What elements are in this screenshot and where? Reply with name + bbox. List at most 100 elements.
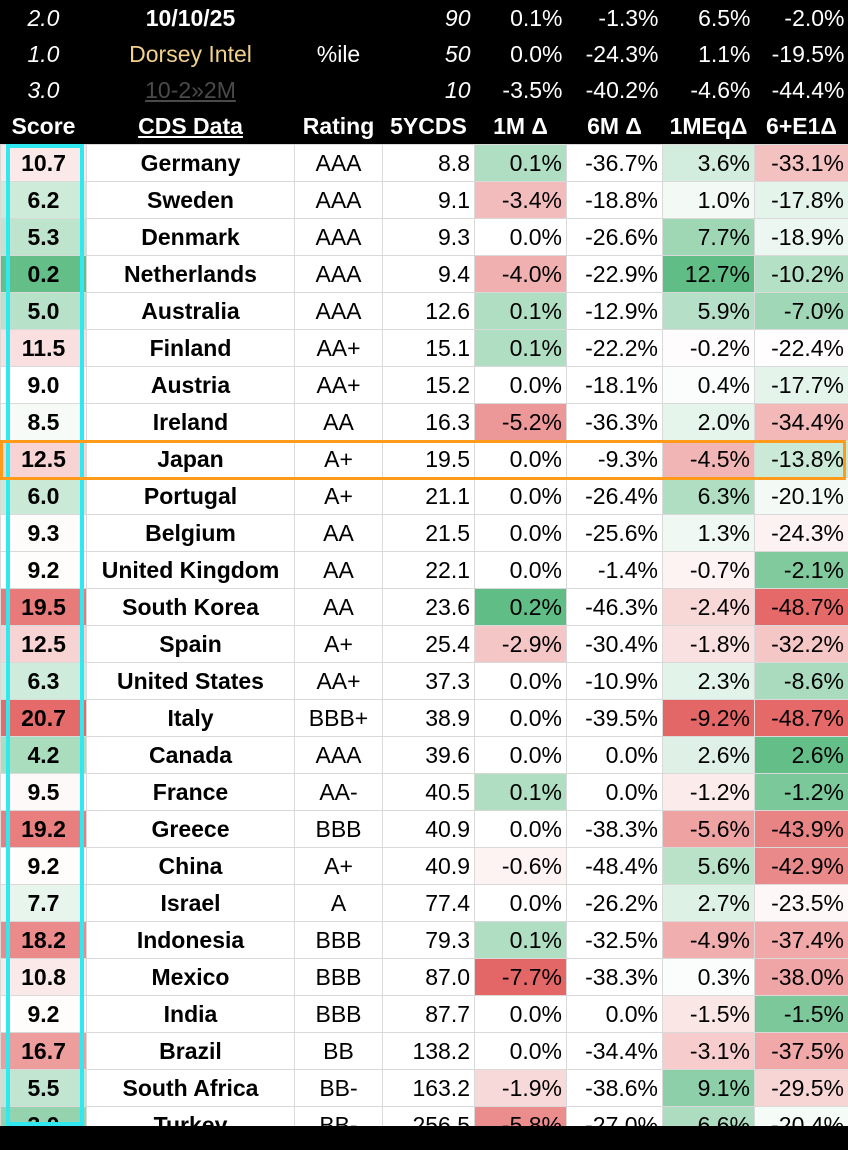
country-cell: United States — [86, 662, 295, 700]
combined-cell: -37.5% — [754, 1032, 848, 1070]
percentile-value: 50 — [382, 36, 475, 72]
column-header: Score CDS Data Rating 5YCDS 1M Δ 6M Δ 1MEqΔ 6+E… — [0, 108, 848, 145]
change-6m-cell: 0.0% — [566, 773, 663, 811]
country-cell: China — [86, 847, 295, 885]
cds-cell: 15.1 — [382, 329, 475, 367]
combined-cell: -37.4% — [754, 921, 848, 959]
score-cell: 0.2 — [0, 255, 87, 293]
change-6m-cell: 0.0% — [566, 995, 663, 1033]
cds-cell: 38.9 — [382, 699, 475, 737]
source-link: 10-2»2M — [86, 72, 295, 108]
combined-cell: -33.1% — [754, 144, 848, 182]
cds-cell: 40.5 — [382, 773, 475, 811]
change-1m-cell: 0.0% — [474, 884, 567, 922]
equity-1m-cell: 2.3% — [662, 662, 755, 700]
change-1m-cell: 0.0% — [474, 699, 567, 737]
score-cell: 6.2 — [0, 181, 87, 219]
equity-1m-cell: -3.1% — [662, 1032, 755, 1070]
table-row: 16.7 Brazil BB 138.2 0.0% -34.4% -3.1% -37.5% — [0, 1032, 848, 1070]
summary-header: 2.0 10/10/25 90 0.1% -1.3% 6.5% -2.0% 1.0 Dorsey… — [0, 0, 848, 108]
country-cell: United Kingdom — [86, 551, 295, 589]
combined-cell: -32.2% — [754, 625, 848, 663]
cds-cell: 40.9 — [382, 847, 475, 885]
score-cell: 9.2 — [0, 551, 87, 589]
table-row: 9.3 Belgium AA 21.5 0.0% -25.6% 1.3% -24.3% — [0, 514, 848, 552]
column-1meq: 1MEqΔ — [662, 108, 755, 145]
cds-cell: 163.2 — [382, 1069, 475, 1107]
summary-row: 3.0 10-2»2M 10 -3.5% -40.2% -4.6% -44.4% — [0, 72, 848, 108]
summary-6e1: -2.0% — [754, 0, 848, 36]
table-row: 12.5 Spain A+ 25.4 -2.9% -30.4% -1.8% -32.2% — [0, 625, 848, 663]
rating-cell: A — [294, 884, 383, 922]
change-6m-cell: -18.8% — [566, 181, 663, 219]
equity-1m-cell: -2.4% — [662, 588, 755, 626]
score-cell: 7.7 — [0, 884, 87, 922]
change-1m-cell: -3.4% — [474, 181, 567, 219]
table-row: 6.0 Portugal A+ 21.1 0.0% -26.4% 6.3% -20.1% — [0, 477, 848, 515]
combined-cell: 2.6% — [754, 736, 848, 774]
change-6m-cell: -22.9% — [566, 255, 663, 293]
column-country: CDS Data — [86, 108, 295, 145]
table-row: 9.2 United Kingdom AA 22.1 0.0% -1.4% -0.7% -2.… — [0, 551, 848, 589]
country-cell: South Africa — [86, 1069, 295, 1107]
rating-cell: AA- — [294, 773, 383, 811]
combined-cell: -18.9% — [754, 218, 848, 256]
score-cell: 6.0 — [0, 477, 87, 515]
cds-cell: 8.8 — [382, 144, 475, 182]
score-cell: 19.5 — [0, 588, 87, 626]
summary-6e1: -44.4% — [754, 72, 848, 108]
cds-cell: 9.3 — [382, 218, 475, 256]
country-cell: France — [86, 773, 295, 811]
combined-cell: -13.8% — [754, 440, 848, 478]
table-row: 20.7 Italy BBB+ 38.9 0.0% -39.5% -9.2% -48.7% — [0, 699, 848, 737]
cds-cell: 40.9 — [382, 810, 475, 848]
cds-cell: 21.1 — [382, 477, 475, 515]
summary-1m: 0.0% — [474, 36, 567, 72]
cds-cell: 87.0 — [382, 958, 475, 996]
equity-1m-cell: -9.2% — [662, 699, 755, 737]
combined-cell: -1.2% — [754, 773, 848, 811]
score-cell: 9.0 — [0, 366, 87, 404]
cds-cell: 79.3 — [382, 921, 475, 959]
country-cell: Portugal — [86, 477, 295, 515]
score-cell: 5.5 — [0, 1069, 87, 1107]
change-1m-cell: 0.0% — [474, 662, 567, 700]
summary-row: 2.0 10/10/25 90 0.1% -1.3% 6.5% -2.0% — [0, 0, 848, 36]
change-6m-cell: -38.3% — [566, 810, 663, 848]
equity-1m-cell: 6.3% — [662, 477, 755, 515]
change-6m-cell: -39.5% — [566, 699, 663, 737]
table-row: 10.8 Mexico BBB 87.0 -7.7% -38.3% 0.3% -38.0% — [0, 958, 848, 996]
combined-cell: -1.5% — [754, 995, 848, 1033]
change-6m-cell: -38.6% — [566, 1069, 663, 1107]
change-1m-cell: 0.0% — [474, 810, 567, 848]
score-cell: 20.7 — [0, 699, 87, 737]
rating-cell: AAA — [294, 144, 383, 182]
equity-1m-cell: 1.3% — [662, 514, 755, 552]
table-row: 9.0 Austria AA+ 15.2 0.0% -18.1% 0.4% -17.7% — [0, 366, 848, 404]
equity-1m-cell: -4.9% — [662, 921, 755, 959]
combined-cell: -2.1% — [754, 551, 848, 589]
country-cell: South Korea — [86, 588, 295, 626]
table-row: 5.0 Australia AAA 12.6 0.1% -12.9% 5.9% -7.0% — [0, 292, 848, 330]
change-6m-cell: -22.2% — [566, 329, 663, 367]
column-header-row: Score CDS Data Rating 5YCDS 1M Δ 6M Δ 1MEqΔ 6+E… — [0, 108, 848, 145]
country-cell: Brazil — [86, 1032, 295, 1070]
rating-cell: BBB — [294, 995, 383, 1033]
rating-cell: AAA — [294, 181, 383, 219]
summary-weight: 2.0 — [0, 0, 87, 36]
country-cell: Japan — [86, 440, 295, 478]
country-cell: Italy — [86, 699, 295, 737]
change-1m-cell: 0.0% — [474, 995, 567, 1033]
combined-cell: -29.5% — [754, 1069, 848, 1107]
change-1m-cell: -4.0% — [474, 255, 567, 293]
rating-cell: BBB+ — [294, 699, 383, 737]
column-rating: Rating — [294, 108, 383, 145]
score-cell: 19.2 — [0, 810, 87, 848]
cds-cell: 9.4 — [382, 255, 475, 293]
combined-cell: -43.9% — [754, 810, 848, 848]
score-cell: 9.5 — [0, 773, 87, 811]
score-cell: 5.0 — [0, 292, 87, 330]
country-cell: Belgium — [86, 514, 295, 552]
cds-cell: 77.4 — [382, 884, 475, 922]
change-1m-cell: 0.1% — [474, 773, 567, 811]
